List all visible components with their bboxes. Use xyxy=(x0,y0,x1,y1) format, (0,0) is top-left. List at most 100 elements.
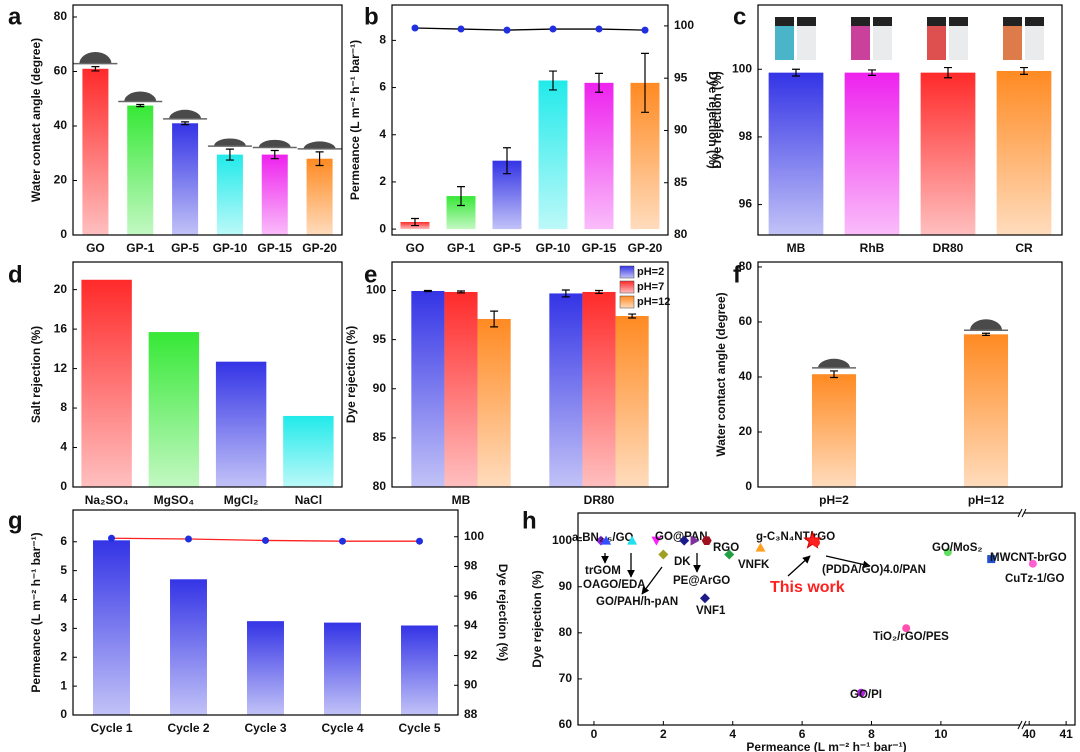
x-axis-label: Permeance (L m⁻² h⁻¹ bar⁻¹) xyxy=(746,740,906,752)
line-point xyxy=(549,25,557,33)
frame xyxy=(391,261,669,488)
error-bar xyxy=(457,290,465,294)
vial-cap xyxy=(851,17,870,26)
point xyxy=(701,536,712,545)
x-tick-label: 2 xyxy=(660,727,667,741)
bar xyxy=(615,316,649,487)
y-tick-label: 85 xyxy=(373,430,387,444)
point-label: OAGO/EDA xyxy=(583,579,646,591)
x-tick-label: GP-15 xyxy=(257,241,292,255)
vial-cap xyxy=(873,17,892,26)
y-tick-label: 16 xyxy=(54,321,68,335)
y-axis-label: Salt rejection (%) xyxy=(29,326,43,423)
bar xyxy=(215,361,267,487)
y-tick-label: 100 xyxy=(732,61,752,75)
y-tick-label: 2 xyxy=(60,649,67,663)
point xyxy=(601,535,612,545)
bar xyxy=(82,68,109,236)
axis-break-gap xyxy=(1020,722,1024,728)
y-tick-label: 20 xyxy=(54,282,68,296)
y2-tick-label: 92 xyxy=(464,648,478,662)
x-tick-label: pH=2 xyxy=(819,493,849,507)
y-tick-label: 60 xyxy=(739,314,753,328)
bar xyxy=(584,82,614,230)
bar xyxy=(172,123,199,235)
error-bar xyxy=(561,289,570,298)
vial-cap xyxy=(1025,17,1044,26)
y-tick-label: 0 xyxy=(60,707,67,721)
y2-tick-label: 90 xyxy=(464,677,478,691)
bar xyxy=(411,290,445,487)
legend-swatch xyxy=(619,295,635,309)
frame xyxy=(577,512,1076,726)
legend-label: pH=7 xyxy=(637,281,664,293)
error-bar xyxy=(457,186,465,207)
bar xyxy=(247,621,284,715)
x-tick-label: 6 xyxy=(799,727,806,741)
bar xyxy=(148,332,200,487)
y-tick-label: 2 xyxy=(379,174,386,188)
vial xyxy=(775,22,794,60)
y2-tick-label: 85 xyxy=(674,175,688,189)
x-tick-label: Cycle 2 xyxy=(167,721,209,735)
x-tick-label: MB xyxy=(452,493,471,507)
error-bar xyxy=(181,121,190,126)
axis-break-gap xyxy=(1020,510,1024,516)
error-bar xyxy=(136,103,145,108)
y-tick-label: 100 xyxy=(366,283,386,297)
point-label: GO/PI xyxy=(850,689,882,701)
y-tick-label: 0 xyxy=(60,479,67,493)
y2-tick-label: 80 xyxy=(674,227,688,241)
frame xyxy=(391,4,669,236)
bar xyxy=(920,72,976,235)
x-tick-label: RhB xyxy=(860,241,885,255)
point-label: VNFK xyxy=(738,559,770,571)
error-bar xyxy=(549,70,557,91)
y-tick-label: 80 xyxy=(54,9,68,23)
axis-break xyxy=(1017,508,1023,518)
x-tick-label: MB xyxy=(787,241,806,255)
y-tick-label: 80 xyxy=(739,259,753,273)
y-tick-label: 60 xyxy=(54,64,68,78)
line-point xyxy=(457,25,465,33)
droplet xyxy=(258,139,291,148)
vial xyxy=(927,22,946,60)
x-tick-label: GO xyxy=(86,241,105,255)
error-bar xyxy=(982,332,990,337)
y-tick-label: 90 xyxy=(373,381,387,395)
panel-label: a xyxy=(8,3,22,30)
droplet xyxy=(79,51,112,64)
error-bar xyxy=(1020,66,1028,75)
y2-axis-label: Dye rejection (%) xyxy=(496,564,510,661)
legend-label: pH=12 xyxy=(637,296,670,308)
bar xyxy=(963,334,1009,487)
bar xyxy=(811,374,857,487)
x-tick-label: CR xyxy=(1015,241,1033,255)
y-tick-label: 20 xyxy=(54,173,68,187)
bar xyxy=(549,293,583,487)
bar xyxy=(93,540,130,715)
x-tick-label: GP-1 xyxy=(447,241,475,255)
vial-cap xyxy=(949,17,968,26)
error-bar xyxy=(641,52,649,113)
y-axis-label: Dye rejection (%) xyxy=(530,570,544,667)
legend-swatch xyxy=(619,265,635,279)
error-bar xyxy=(595,289,603,295)
droplet xyxy=(970,319,1002,331)
y-tick-label: 6 xyxy=(379,80,386,94)
bar xyxy=(127,105,154,235)
point xyxy=(812,538,820,547)
error-bar xyxy=(91,65,100,72)
point xyxy=(987,555,996,564)
point-label: trGOM xyxy=(585,565,621,577)
point-label: DK xyxy=(674,556,691,568)
x-tick-label: GP-5 xyxy=(171,241,199,255)
y-tick-label: 70 xyxy=(559,671,573,685)
y-tick-label: 40 xyxy=(739,369,753,383)
y2-tick-label: 100 xyxy=(464,529,484,543)
x-tick-label: 41 xyxy=(1059,727,1073,741)
point-label: TiO₂/rGO/PES xyxy=(873,631,949,643)
line-point xyxy=(503,26,511,34)
x-tick-label: GP-10 xyxy=(213,241,248,255)
bar xyxy=(582,291,616,487)
